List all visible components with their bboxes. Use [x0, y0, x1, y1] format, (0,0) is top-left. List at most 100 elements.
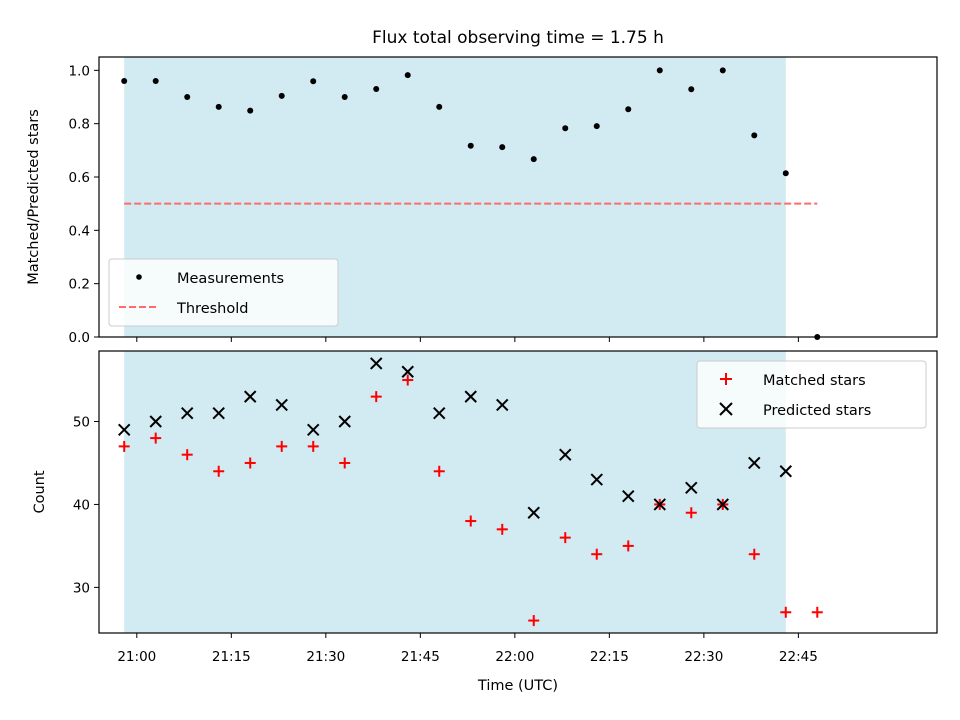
x-tick-label: 22:15	[590, 649, 629, 665]
top-plot-area	[121, 67, 821, 340]
top-y-axis-label: Matched/Predicted stars	[26, 109, 42, 285]
matched-stars-point	[402, 374, 414, 386]
predicted-stars-point	[117, 423, 131, 437]
legend-matched-marker	[720, 373, 732, 385]
measurement-point	[341, 94, 348, 100]
matched-stars-point	[811, 606, 823, 618]
bottom-y-ticks: 30 40 50	[73, 415, 99, 596]
measurement-point	[121, 78, 128, 84]
matched-stars-point	[496, 523, 508, 535]
x-tick-label: 22:45	[779, 649, 818, 665]
y-tick-label: 40	[73, 497, 90, 513]
top-legend: Measurements Threshold	[108, 258, 339, 327]
x-tick-label: 21:00	[117, 649, 156, 665]
chart-title: Flux total observing time = 1.75 h	[372, 28, 664, 48]
predicted-stars-point	[496, 398, 509, 412]
predicted-stars-point	[275, 398, 288, 412]
matched-stars-point	[213, 465, 225, 477]
measurement-point	[751, 132, 758, 139]
matched-stars-point	[559, 532, 571, 544]
matched-stars-point	[465, 515, 477, 527]
y-tick-label: 0.2	[69, 277, 90, 293]
y-tick-label: 0.0	[69, 330, 90, 346]
legend-predicted-label: Predicted stars	[763, 403, 871, 419]
y-tick-label: 0.6	[69, 170, 90, 186]
measurement-point	[593, 123, 600, 130]
measurement-point	[782, 170, 789, 177]
predicted-stars-point	[622, 489, 635, 503]
measurement-point	[656, 67, 663, 74]
top-panel: 0.0 0.2 0.4 0.6 0.8 1.0 Matched/Predicted sta…	[26, 56, 938, 346]
predicted-stars-point	[464, 390, 477, 403]
measurement-point	[373, 86, 380, 92]
matched-stars-point	[748, 548, 760, 560]
top-axes-frame	[98, 56, 938, 338]
predicted-stars-point	[559, 448, 572, 461]
x-tick-label: 21:30	[306, 649, 345, 665]
predicted-stars-point	[590, 473, 603, 486]
measurement-point	[278, 92, 285, 99]
bottom-legend-box	[696, 360, 927, 429]
measurement-point	[625, 106, 632, 113]
x-tick-label: 22:30	[684, 649, 723, 665]
y-tick-label: 0.8	[69, 117, 90, 133]
matched-stars-point	[276, 440, 288, 452]
predicted-stars-point	[149, 415, 162, 428]
matched-stars-point	[685, 507, 697, 519]
predicted-stars-point	[244, 390, 257, 403]
measurement-point	[499, 144, 506, 151]
predicted-stars-point	[370, 357, 383, 370]
bottom-panel: 30 40 50 21:00 21:15 21:30 21:45 22:00 22:15 22:…	[32, 350, 938, 694]
top-legend-box	[108, 258, 339, 327]
legend-matched-label: Matched stars	[763, 373, 866, 389]
legend-measurements-marker	[136, 274, 142, 280]
measurement-point	[688, 86, 695, 93]
top-x-ticks	[136, 337, 799, 342]
y-tick-label: 30	[73, 580, 90, 596]
predicted-stars-point	[748, 456, 761, 470]
matched-stars-point	[181, 449, 193, 461]
matched-stars-point	[622, 540, 634, 552]
predicted-stars-point	[401, 365, 414, 378]
matched-stars-point	[780, 606, 792, 618]
measurement-point	[562, 125, 569, 132]
matched-stars-point	[433, 465, 445, 477]
x-axis-label: Time (UTC)	[477, 678, 558, 694]
measurement-point	[719, 67, 726, 74]
x-tick-label: 21:45	[401, 649, 440, 665]
legend-predicted-marker	[719, 402, 733, 416]
x-tick-label: 22:00	[495, 649, 534, 665]
predicted-stars-point	[433, 406, 446, 420]
y-tick-label: 1.0	[69, 63, 90, 79]
matched-stars-point	[528, 615, 540, 627]
measurement-point	[467, 142, 474, 149]
measurement-point	[247, 107, 254, 114]
bottom-shaded-span	[124, 351, 786, 633]
measurement-point	[152, 78, 159, 84]
y-tick-label: 0.4	[69, 223, 90, 239]
matched-stars-point	[591, 548, 603, 560]
bottom-plot-area	[117, 357, 823, 627]
predicted-stars-point	[212, 406, 225, 420]
matched-stars-point	[370, 391, 382, 403]
x-tick-label: 21:15	[212, 649, 251, 665]
bottom-axes-frame	[98, 350, 938, 634]
predicted-stars-point	[307, 423, 320, 437]
matched-stars-point	[118, 440, 130, 452]
predicted-stars-point	[527, 506, 540, 519]
top-y-ticks: 0.0 0.2 0.4 0.6 0.8 1.0	[69, 63, 99, 346]
matched-stars-point	[244, 457, 256, 469]
predicted-stars-point	[716, 498, 729, 511]
measurement-point	[184, 94, 191, 100]
matched-stars-point	[339, 457, 351, 469]
predicted-stars-point	[685, 481, 698, 495]
legend-threshold-label: Threshold	[176, 301, 248, 317]
legend-measurements-label: Measurements	[177, 271, 284, 287]
matched-stars-point	[150, 432, 162, 444]
predicted-stars-point	[779, 465, 792, 478]
bottom-y-axis-label: Count	[32, 470, 48, 513]
measurement-point	[215, 103, 222, 110]
predicted-stars-point	[338, 415, 351, 428]
measurement-point	[310, 78, 317, 85]
